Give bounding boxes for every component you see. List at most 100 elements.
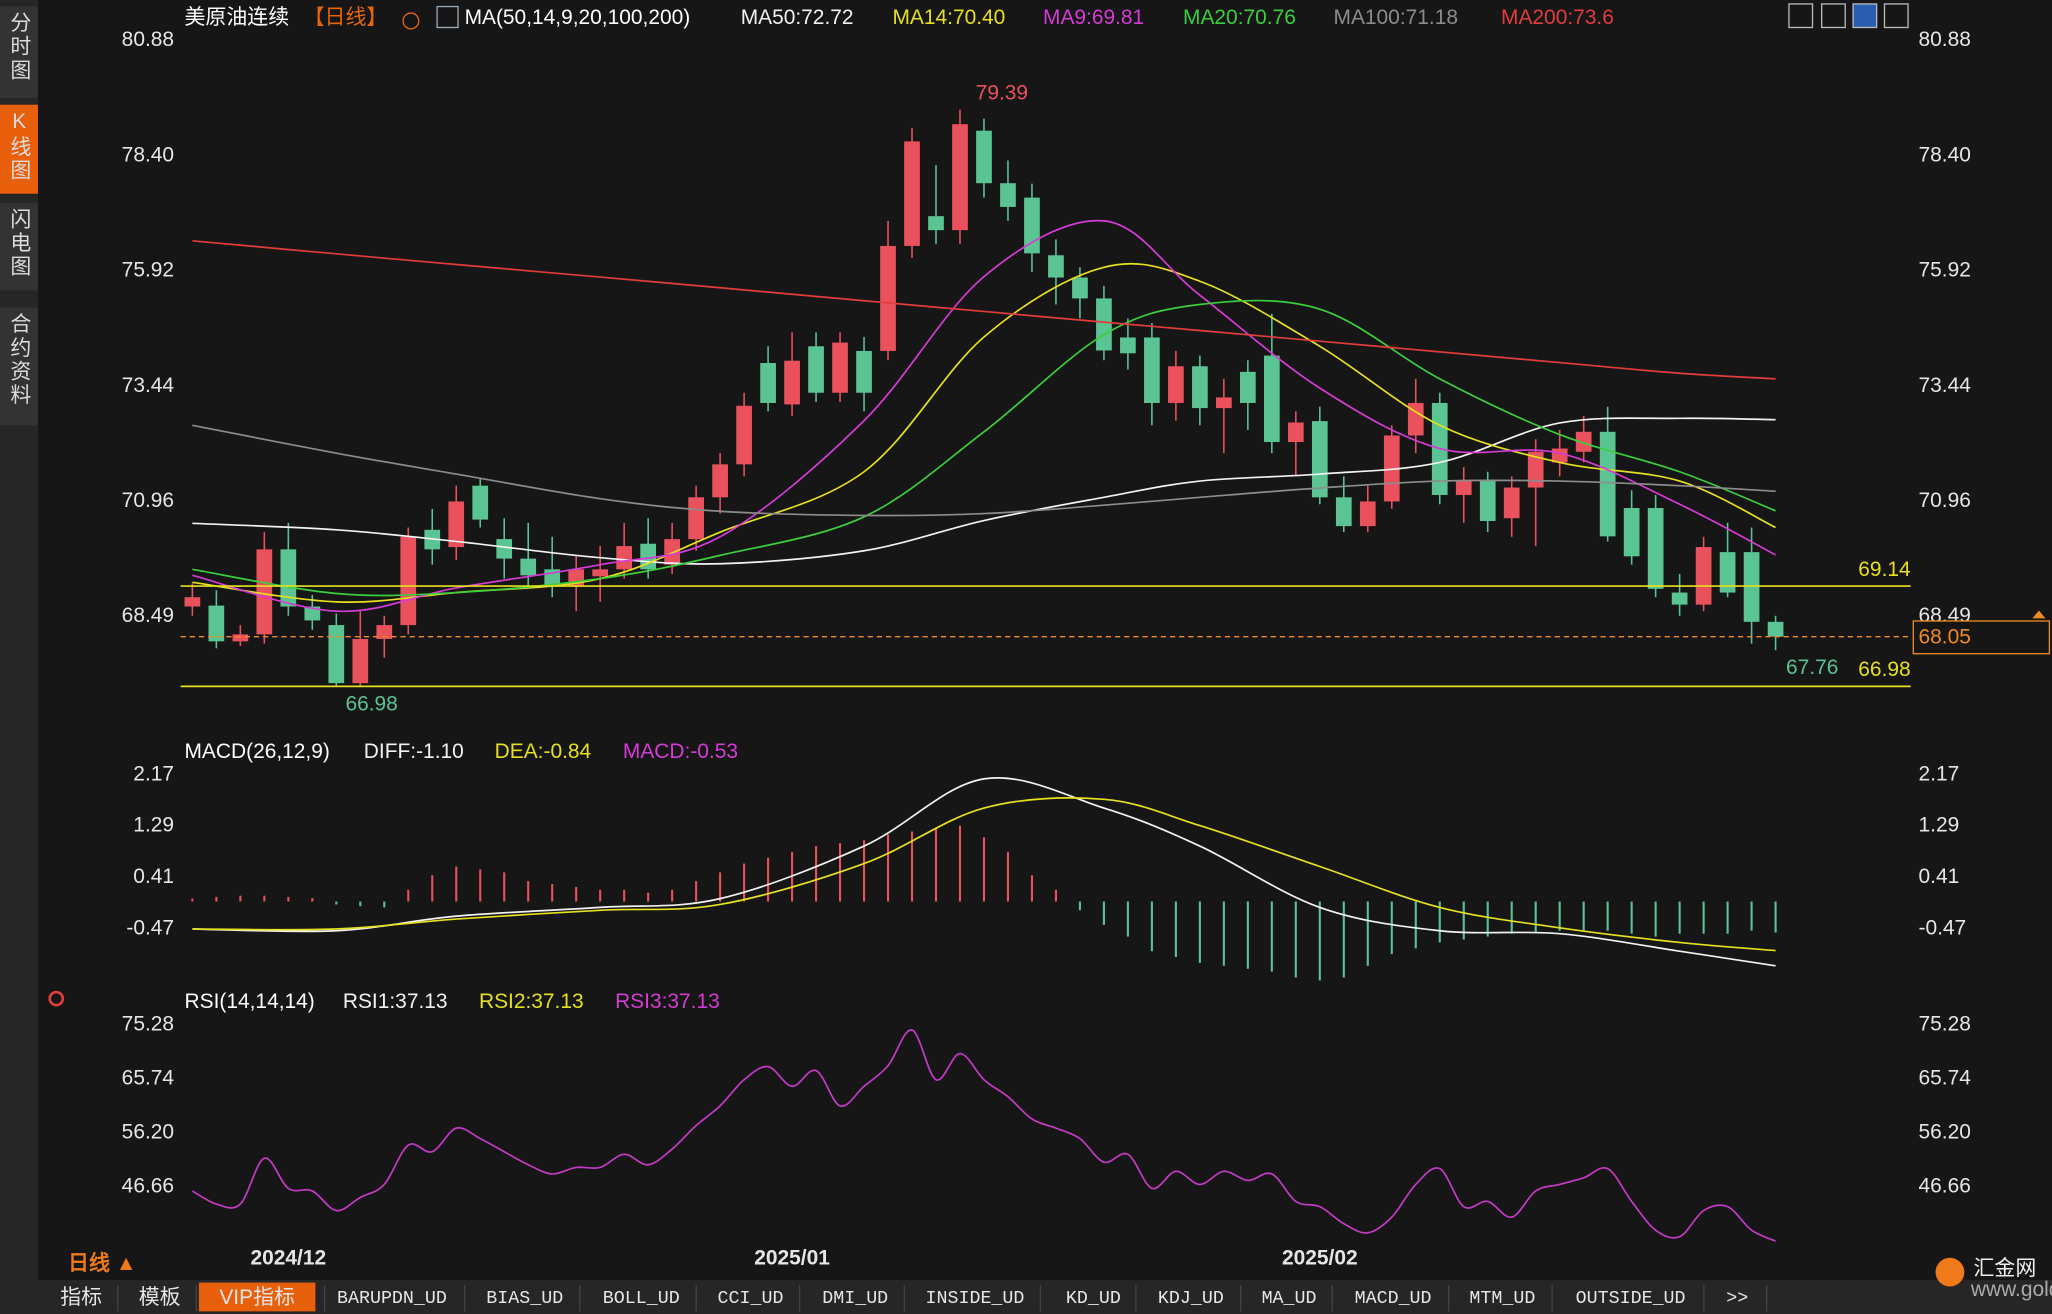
bottom-tab[interactable]: INSIDE_UD [926, 1288, 1025, 1309]
bottom-tab[interactable]: 模板 [139, 1286, 181, 1309]
low-label: 66.98 [345, 692, 397, 715]
legend-label: MA14:70.40 [893, 6, 1006, 29]
candle-body [712, 464, 728, 498]
y-tick-label-right: 46.66 [1919, 1175, 1971, 1198]
icon[interactable] [1852, 3, 1878, 29]
bottom-tab[interactable]: >> [1726, 1288, 1748, 1309]
candle-body [1120, 337, 1136, 354]
y-tick-label: 0.41 [133, 865, 174, 888]
candle-body [352, 639, 369, 684]
icon[interactable] [1821, 3, 1846, 29]
legend-label: MA(50,14,9,20,100,200) [465, 6, 691, 29]
candle-body [1479, 481, 1496, 521]
last-price-box [1912, 620, 2051, 655]
tab-active[interactable] [198, 1282, 316, 1312]
period-selector[interactable]: 日线 ▲ [68, 1251, 136, 1275]
y-tick-label-right: 2.17 [1919, 762, 1960, 785]
period-icon[interactable] [402, 12, 420, 30]
bottom-tab[interactable]: VIP指标 [219, 1286, 295, 1309]
side-tab[interactable] [0, 202, 38, 291]
bottom-tab[interactable]: 指标 [60, 1286, 102, 1309]
legend-label: RSI3:37.13 [615, 990, 720, 1013]
candle-body [640, 543, 656, 570]
candle-body [1216, 397, 1232, 409]
legend-label: RSI1:37.13 [343, 990, 448, 1013]
logo-text: 汇金网 [1973, 1257, 2036, 1280]
bottom-tab[interactable]: BARUPDN_UD [337, 1288, 447, 1309]
legend-label: 【日线】 [304, 6, 388, 29]
candle-body [328, 625, 345, 684]
candle-body [472, 485, 489, 520]
last-price-arrow [2032, 610, 2046, 619]
bottom-tab[interactable]: BIAS_UD [486, 1288, 563, 1309]
candle-body [400, 536, 417, 626]
candle-body [496, 539, 513, 559]
bottom-tab[interactable]: MTM_UD [1469, 1288, 1535, 1309]
candle-body [1599, 431, 1616, 537]
toolbar-icons [1788, 3, 1909, 29]
legend-label: MA9:69.81 [1043, 6, 1144, 29]
y-tick-label-right: 78.40 [1919, 143, 1971, 166]
candle-body [784, 360, 800, 405]
candle-body [952, 124, 968, 231]
ma-line [192, 299, 1776, 597]
bottom-tab[interactable]: MA_UD [1262, 1288, 1317, 1309]
y-tick-label-right: 0.41 [1919, 865, 1960, 888]
x-tick-label: 2024/12 [251, 1247, 327, 1270]
candle-body [256, 549, 273, 635]
y-tick-label-right: 80.88 [1919, 28, 1971, 51]
candle-body [808, 346, 824, 393]
bottom-tab[interactable]: BOLL_UD [603, 1288, 680, 1309]
candle-body [688, 497, 704, 540]
candle-body [1743, 552, 1760, 622]
ma-line [192, 424, 1776, 517]
candle-body [1623, 507, 1640, 557]
candle-body [208, 605, 225, 642]
bottom-tab[interactable]: DMI_UD [822, 1288, 888, 1309]
bottom-tab[interactable]: MACD_UD [1355, 1288, 1432, 1309]
candle-body [1695, 547, 1712, 605]
bottom-tab[interactable]: OUTSIDE_UD [1576, 1288, 1686, 1309]
settings-icon[interactable] [48, 990, 65, 1007]
candle-body [1767, 621, 1784, 637]
bottom-tab[interactable]: KDJ_UD [1158, 1288, 1224, 1309]
bottom-tab[interactable]: CCI_UD [718, 1288, 784, 1309]
side-tab[interactable] [0, 104, 38, 194]
candle-body [1647, 507, 1664, 589]
candle-body [184, 597, 201, 607]
rsi-line [191, 1029, 1776, 1242]
last-low-label: 67.76 [1786, 656, 1838, 679]
candle-body [1000, 183, 1016, 207]
y-tick-label: 78.40 [122, 143, 174, 166]
candle-body [976, 130, 992, 184]
level-label: 66.98 [1858, 658, 1910, 681]
legend-label: RSI2:37.13 [479, 990, 584, 1013]
indicator-icon[interactable] [436, 5, 459, 29]
legend-label: MA50:72.72 [741, 6, 854, 29]
y-tick-label: 80.88 [122, 28, 174, 51]
side-tab[interactable] [0, 6, 38, 99]
candle-body [1048, 255, 1064, 278]
ma-line [192, 417, 1776, 565]
icon[interactable] [1883, 3, 1909, 29]
side-bar [0, 0, 38, 1314]
icon[interactable] [1788, 3, 1814, 29]
y-tick-label: 75.28 [122, 1012, 174, 1035]
candle-body [304, 606, 321, 621]
candle-body [1527, 451, 1544, 488]
candle-body [760, 363, 776, 403]
y-tick-label-right: 75.28 [1919, 1012, 1971, 1035]
bottom-tab[interactable]: KD_UD [1066, 1288, 1121, 1309]
legend-label: 美原油连续 [185, 6, 290, 29]
candle-body [1287, 422, 1304, 443]
candle-body [832, 342, 848, 393]
candle-body [1671, 592, 1688, 605]
candle-body [592, 569, 609, 577]
candle-body [1455, 481, 1472, 495]
bottom-bar [0, 1279, 2052, 1314]
candle-body [1359, 501, 1376, 527]
legend-label: DEA:-0.84 [495, 740, 592, 763]
candle-body [280, 549, 297, 607]
side-tab[interactable] [0, 307, 38, 426]
